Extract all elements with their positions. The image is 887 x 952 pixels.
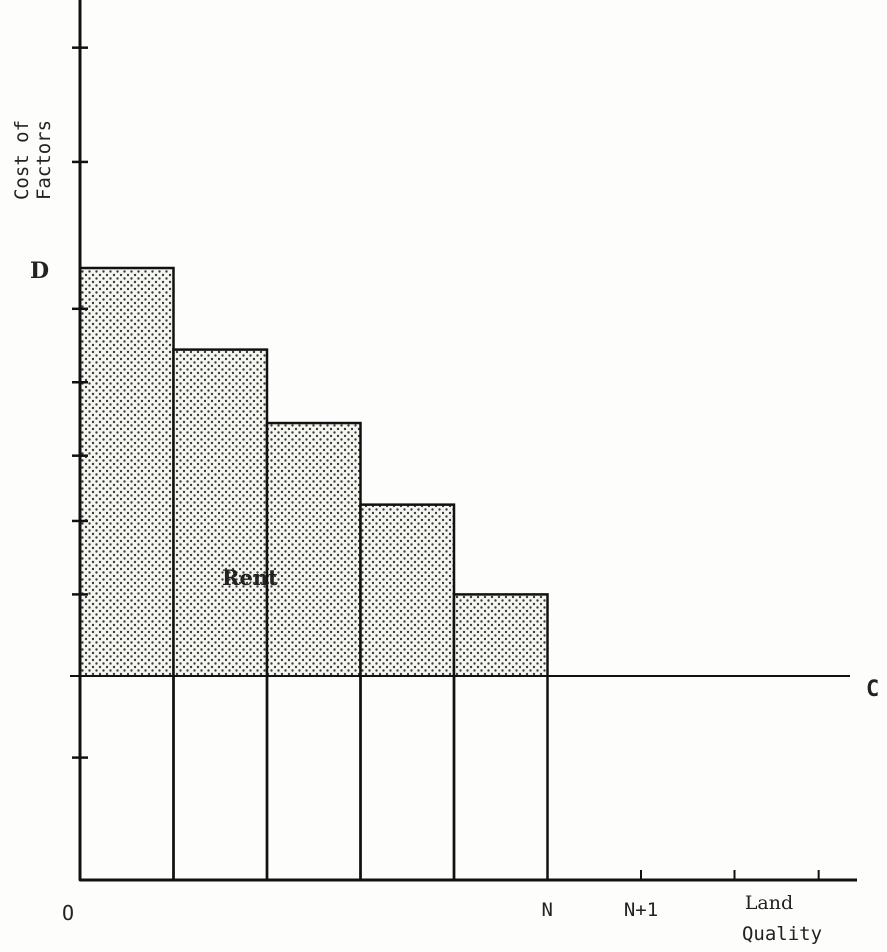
bars-layer	[78, 266, 549, 882]
rent-area-label: Rent	[222, 565, 278, 590]
rent-area-4	[360, 504, 454, 676]
x-tick-label-2: N+1	[624, 899, 658, 921]
y-axis-label-line2: Factors	[33, 120, 55, 200]
x-axis-label-line2: Quality	[742, 923, 822, 945]
rent-area-1	[80, 268, 174, 676]
y-axis-label-line1: Cost of	[11, 120, 33, 200]
cost-line-label-c: C	[866, 677, 879, 702]
rent-area-3	[267, 423, 361, 676]
x-tick-label-1: N	[542, 899, 553, 921]
origin-label: O	[62, 901, 74, 925]
rent-area-2	[173, 349, 267, 676]
rent-area-5	[454, 594, 548, 676]
y-mark-label-d: D	[30, 258, 49, 284]
x-tick-labels: N N+1	[542, 899, 659, 921]
x-axis-label-line1: Land	[745, 892, 793, 914]
